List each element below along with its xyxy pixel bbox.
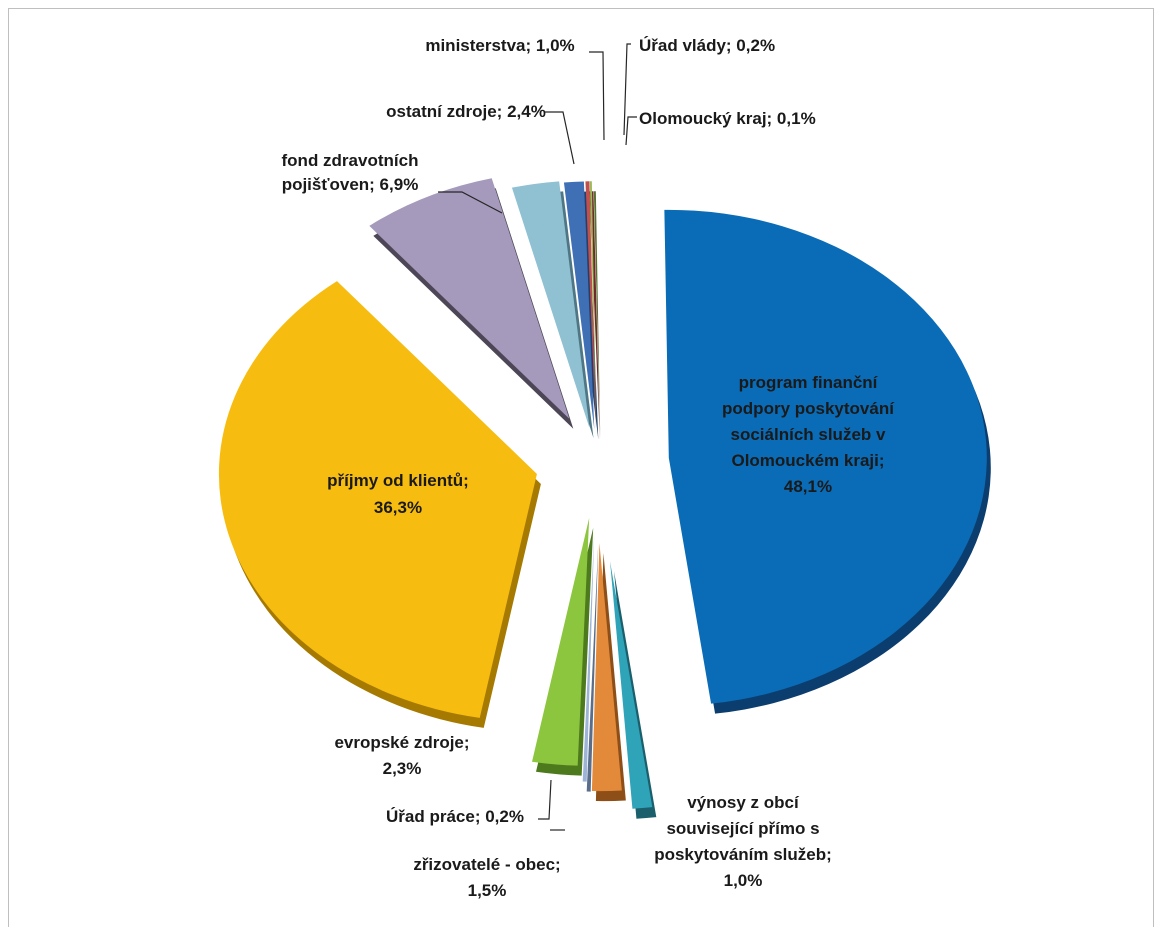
slice-label-line: pojišťoven; 6,9%: [282, 175, 419, 194]
pie-slice: [369, 178, 570, 419]
slice-label: Olomoucký kraj; 0,1%: [639, 109, 816, 128]
slice-label: příjmy od klientů; 36,3%: [327, 471, 469, 517]
slice-label-line: výnosy z obcí: [687, 793, 800, 812]
slice-label: fond zdravotních pojišťoven; 6,9%: [282, 151, 419, 194]
leader-line: [623, 43, 631, 136]
pie-slice: [610, 561, 653, 809]
pie-slice: [532, 517, 590, 766]
pie-slice: [511, 181, 590, 429]
slice-label: program finanční podpory poskytování sociá…: [722, 373, 895, 496]
pie-slice: [585, 181, 596, 430]
slice-label: ministerstva; 1,0%: [425, 36, 574, 55]
leader-line: [438, 191, 503, 214]
pie-slice: [218, 281, 537, 718]
slice-label-line: Úřad práce; 0,2%: [386, 807, 524, 826]
data-labels: program finanční podpory poskytování sociá…: [282, 36, 896, 900]
slice-label-line: Úřad vlády; 0,2%: [639, 36, 775, 55]
slice-label-line: sociálních služeb v: [731, 425, 886, 444]
pie-slice: [664, 209, 987, 704]
pie-slice: [589, 181, 597, 430]
slice-label-line: zřizovatelé - obec;: [413, 855, 560, 874]
slice-label: zřizovatelé - obec; 1,5%: [413, 855, 560, 900]
slice-label-line: ministerstva; 1,0%: [425, 36, 574, 55]
pie-slice: [563, 181, 595, 430]
pie-slice: [582, 533, 595, 782]
slice-label: výnosy z obcí související přímo s poskytov…: [654, 793, 832, 890]
slice-label-line: 48,1%: [784, 477, 832, 496]
slice-label-line: fond zdravotních: [282, 151, 419, 170]
slice-label-line: 2,3%: [383, 759, 422, 778]
slice-label-line: Olomouckém kraji;: [731, 451, 884, 470]
leader-line: [589, 51, 605, 141]
slice-label-line: 1,5%: [468, 881, 507, 900]
slice-label-line: program finanční: [739, 373, 879, 392]
slice-label-line: příjmy od klientů;: [327, 471, 469, 490]
pie-slice: [591, 543, 622, 792]
slice-label-line: související přímo s: [666, 819, 819, 838]
leader-line: [538, 779, 552, 820]
slice-label-line: Olomoucký kraj; 0,1%: [639, 109, 816, 128]
slice-label: Úřad práce; 0,2%: [386, 807, 524, 826]
slice-label-line: 1,0%: [724, 871, 763, 890]
slice-label-line: poskytováním služeb;: [654, 845, 832, 864]
slice-label: ostatní zdroje; 2,4%: [386, 102, 546, 121]
slice-label: evropské zdroje; 2,3%: [334, 733, 469, 778]
leader-line: [625, 116, 637, 146]
slices: [218, 178, 987, 809]
leader-line: [545, 111, 575, 165]
pie-slice-depth: [614, 571, 657, 819]
slice-label-line: evropské zdroje;: [334, 733, 469, 752]
slice-label-line: ostatní zdroje; 2,4%: [386, 102, 546, 121]
slice-label: Úřad vlády; 0,2%: [639, 36, 775, 55]
pie-slice-depth: [586, 543, 599, 792]
pie-slice-depth: [593, 191, 601, 440]
slice-label-line: 36,3%: [374, 498, 422, 517]
slice-label-line: podpory poskytování: [722, 399, 895, 418]
